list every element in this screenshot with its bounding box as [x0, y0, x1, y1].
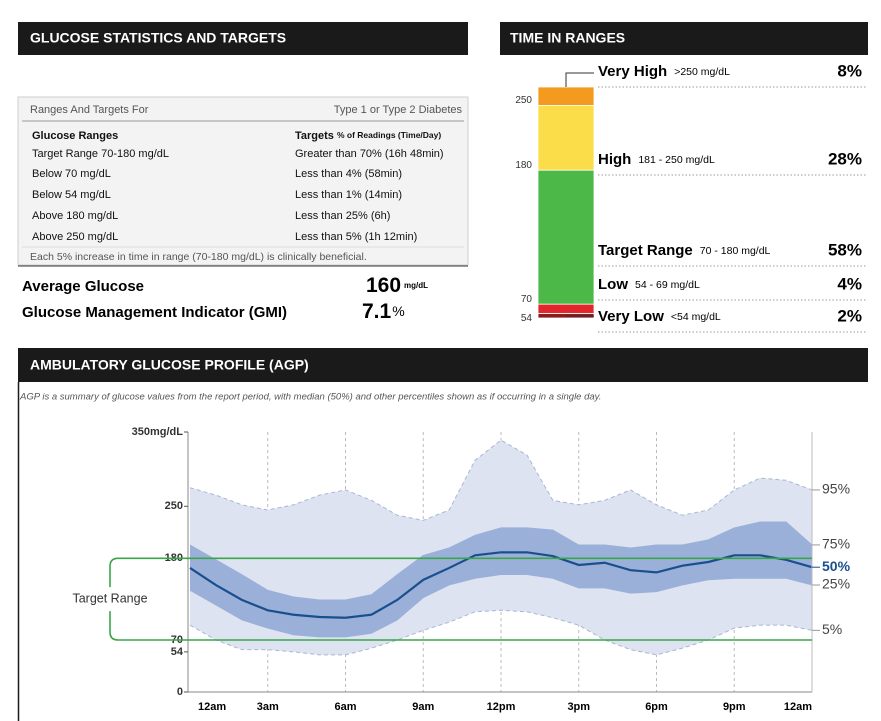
- x-tick-label: 6pm: [645, 701, 668, 713]
- x-tick-label: 9am: [412, 701, 434, 713]
- x-tick-label: 12am: [784, 701, 812, 713]
- target-label: Target Range: [72, 591, 147, 605]
- x-tick-label: 12am: [198, 701, 226, 713]
- range-percent: 8%: [837, 61, 862, 80]
- x-tick-label: 9pm: [723, 701, 746, 713]
- metric-value: 7.1: [362, 300, 392, 323]
- range-percent: 28%: [828, 149, 862, 168]
- agp-chart: 12am 3am 6am 9am 12pm 3pm 6pm 9pm 12am0547018025…: [72, 426, 850, 713]
- metric-unit: mg/dL: [404, 281, 428, 290]
- percentile-label: 25%: [822, 576, 850, 592]
- cell: Below 54 mg/dL: [32, 189, 111, 201]
- section-title: AMBULATORY GLUCOSE PROFILE (AGP): [30, 357, 309, 373]
- range-label: Very Low <54 mg/dL: [598, 308, 721, 325]
- range-name: Very Low: [598, 308, 664, 325]
- section-header: [18, 348, 868, 382]
- y-tick-label: 350mg/dL: [132, 426, 184, 438]
- percentile-label: 50%: [822, 558, 851, 574]
- metric-label: Average Glucose: [22, 278, 144, 295]
- y-tick-label: 54: [171, 646, 184, 658]
- y-tick-label: 250: [165, 500, 183, 512]
- x-tick-label: 3pm: [567, 701, 590, 713]
- range-limits: <54 mg/dL: [671, 311, 721, 323]
- percentile-label: 5%: [822, 621, 842, 637]
- boundary-label: 54: [521, 313, 533, 324]
- range-label: Target Range 70 - 180 mg/dL: [598, 242, 771, 259]
- cell: Less than 5% (1h 12min): [295, 231, 417, 243]
- metric: 160 mg/dL: [366, 274, 428, 297]
- y-tick-label: 0: [177, 686, 183, 698]
- column-header: Targets % of Readings (Time/Day): [295, 130, 441, 142]
- table-header: Type 1 or Type 2 Diabetes: [334, 104, 463, 116]
- metric-value: 160: [366, 274, 401, 297]
- range-limits: 70 - 180 mg/dL: [700, 245, 771, 257]
- percentile-label: 75%: [822, 536, 850, 552]
- column-header: Targets: [295, 130, 334, 142]
- cell: Greater than 70% (16h 48min): [295, 148, 444, 160]
- column-subheader: % of Readings (Time/Day): [337, 130, 441, 140]
- percentile-line: [189, 574, 813, 638]
- cell: Below 70 mg/dL: [32, 168, 111, 180]
- range-label: Very High >250 mg/dL: [598, 63, 730, 80]
- range-percent: 2%: [837, 306, 862, 325]
- x-tick-label: 3am: [257, 701, 279, 713]
- bar-segment: [537, 86, 595, 106]
- boundary-label: 180: [515, 160, 532, 171]
- range-percent: 58%: [828, 240, 862, 259]
- table-note: Each 5% increase in time in range (70-18…: [30, 251, 367, 263]
- percentile-label: 95%: [822, 481, 850, 497]
- range-limits: >250 mg/dL: [674, 66, 730, 78]
- range-limits: 181 - 250 mg/dL: [638, 154, 715, 166]
- metric: 7.1%: [362, 300, 405, 323]
- percentile-line: [189, 439, 813, 521]
- metric-label: Glucose Management Indicator (GMI): [22, 304, 287, 321]
- percentile-line: [189, 521, 813, 601]
- range-label: Low 54 - 69 mg/dL: [598, 276, 700, 293]
- cell: Target Range 70-180 mg/dL: [32, 148, 169, 160]
- range-name: Low: [598, 276, 628, 293]
- x-tick-label: 12pm: [487, 701, 516, 713]
- section-title: GLUCOSE STATISTICS AND TARGETS: [30, 30, 286, 46]
- bar-segment: [537, 169, 595, 305]
- cell: Less than 4% (58min): [295, 168, 402, 180]
- bar-segment: [537, 105, 595, 171]
- range-limits: 54 - 69 mg/dL: [635, 279, 700, 291]
- column-header: Glucose Ranges: [32, 130, 118, 142]
- bar-segment: [537, 303, 595, 314]
- median-line: [189, 551, 813, 619]
- boundary-label: 250: [515, 95, 532, 106]
- metric-unit: %: [392, 303, 404, 319]
- range-percent: 4%: [837, 274, 862, 293]
- x-tick-label: 6am: [334, 701, 356, 713]
- cell: Less than 25% (6h): [295, 210, 390, 222]
- connector: [565, 72, 594, 87]
- inner-band: [190, 521, 812, 638]
- section-header: [18, 22, 468, 55]
- section-title: TIME IN RANGES: [510, 30, 625, 46]
- subtitle: AGP is a summary of glucose values from …: [19, 392, 601, 403]
- table-bg: [17, 96, 469, 266]
- time-in-ranges: 250 180 70 54 Very High >250 mg/dL 8% High 181 -…: [515, 61, 866, 333]
- target-bracket: [109, 611, 150, 641]
- range-label: High 181 - 250 mg/dL: [598, 151, 715, 168]
- range-name: Target Range: [598, 242, 693, 259]
- range-name: High: [598, 151, 631, 168]
- range-name: Very High: [598, 63, 667, 80]
- cell: Above 180 mg/dL: [32, 210, 118, 222]
- table-header: Ranges And Targets For: [30, 104, 149, 116]
- target-bracket: [109, 557, 150, 588]
- section-header: [500, 22, 868, 55]
- table-rows: Target Range 70-180 mg/dL Greater than 70…: [32, 148, 444, 243]
- cell: Less than 1% (14min): [295, 189, 402, 201]
- cell: Above 250 mg/dL: [32, 231, 118, 243]
- boundary-label: 70: [521, 294, 533, 305]
